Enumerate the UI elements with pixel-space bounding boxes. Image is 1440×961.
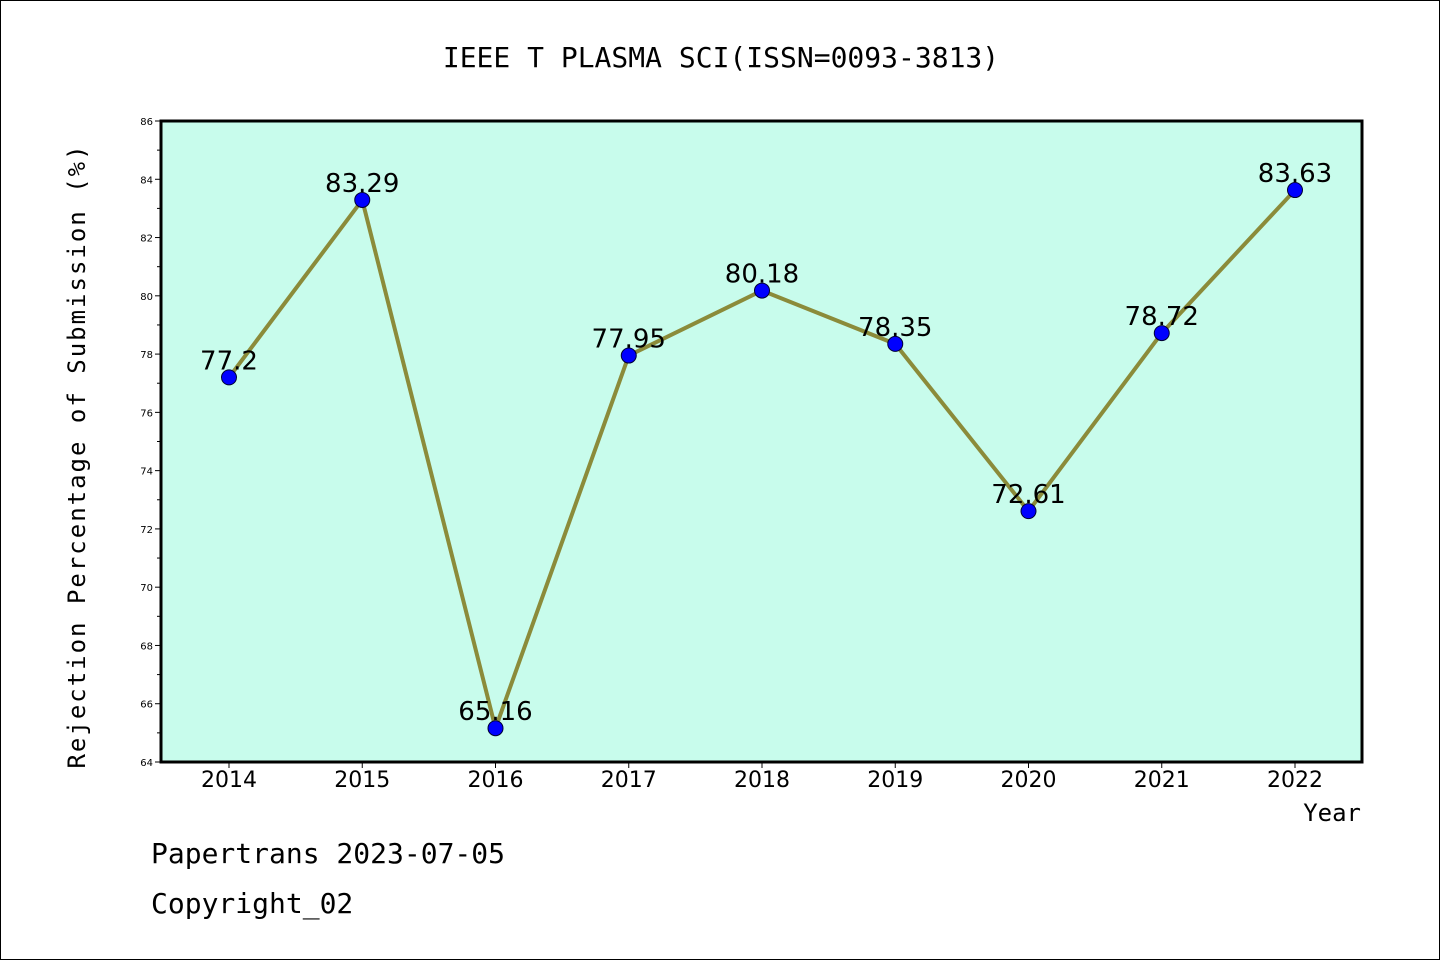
data-label: 78.35 [858, 313, 932, 343]
data-label: 78.72 [1125, 302, 1199, 332]
plot-area [159, 119, 1364, 764]
y-tick-label: 84 [140, 175, 153, 186]
data-label: 77.2 [200, 346, 258, 376]
footer-copyright: Copyright_02 [151, 887, 354, 920]
data-point [354, 191, 371, 208]
data-point [221, 369, 237, 386]
y-tick-label: 64 [140, 758, 153, 769]
data-point [887, 335, 904, 352]
x-axis-label: Year [1303, 799, 1361, 827]
y-tick-label: 82 [140, 234, 153, 245]
y-tick-label: 74 [140, 467, 153, 478]
x-tick-label: 2014 [201, 768, 257, 793]
x-tick-label: 2017 [601, 768, 657, 793]
chart-title: IEEE T PLASMA SCI(ISSN=0093-3813) [443, 41, 999, 74]
data-label: 65.16 [458, 697, 532, 727]
data-label: 83.63 [1258, 159, 1332, 189]
data-label: 83.29 [325, 169, 399, 199]
x-tick-label: 2015 [334, 768, 390, 793]
y-tick-label: 72 [140, 525, 153, 536]
y-tick-label: 68 [140, 641, 153, 652]
y-axis: 64 66 68 70 72 74 76 78 80 82 84 86 [140, 117, 161, 769]
data-label: 77.95 [592, 325, 666, 355]
footer-date: Papertrans 2023-07-05 [151, 837, 506, 870]
y-tick-label: 66 [140, 700, 153, 711]
x-tick-label: 2019 [867, 768, 923, 793]
y-tick-label: 80 [140, 292, 153, 303]
data-point [487, 720, 504, 737]
y-tick-label: 86 [140, 117, 153, 128]
data-point [620, 347, 637, 364]
x-axis: 2014 2015 2016 2017 2018 2019 2020 2021 2022 [201, 762, 1323, 793]
data-point [1287, 182, 1303, 199]
x-tick-label: 2022 [1267, 768, 1323, 793]
x-tick-label: 2016 [468, 768, 524, 793]
y-tick-label: 76 [140, 408, 153, 419]
y-tick-label: 78 [140, 350, 153, 361]
data-point [754, 282, 770, 299]
data-label: 80.18 [725, 260, 799, 290]
y-tick-label: 70 [140, 583, 153, 594]
data-series: 77.2 83.29 65.16 77.95 80.18 78.35 72.61 78.72 8… [200, 159, 1332, 737]
data-point [1020, 503, 1037, 520]
data-point [1153, 325, 1170, 342]
x-tick-label: 2021 [1134, 768, 1190, 793]
data-label: 72.61 [991, 480, 1065, 510]
x-tick-label: 2020 [1001, 768, 1057, 793]
x-tick-label: 2018 [734, 768, 790, 793]
y-axis-label: Rejection Percentage of Submission (%) [63, 143, 91, 768]
